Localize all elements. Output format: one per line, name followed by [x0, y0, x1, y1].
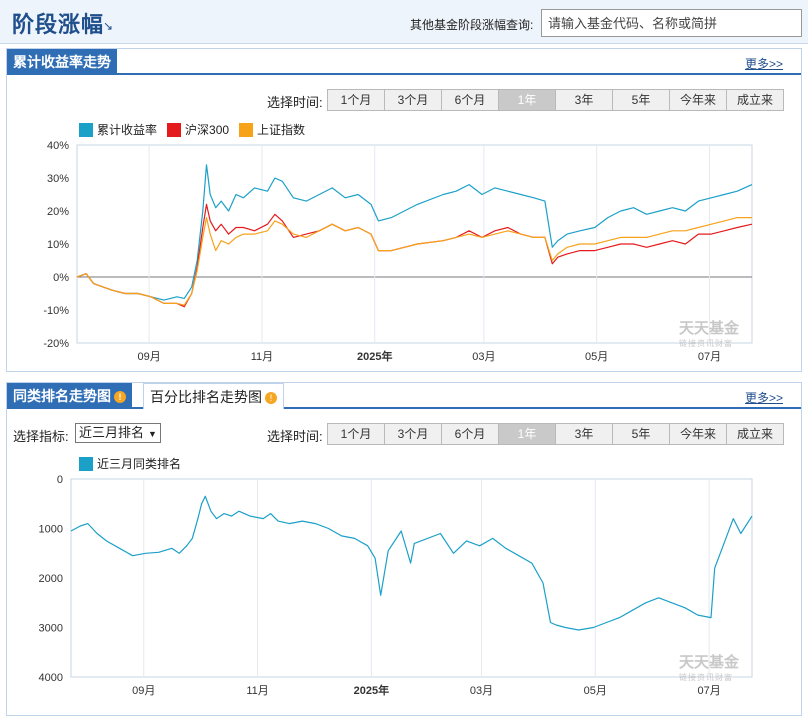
series-line-0[interactable] — [70, 495, 753, 631]
range-since-inception[interactable]: 成立来 — [727, 424, 783, 444]
x-tick-label: 09月 — [132, 685, 155, 697]
range-3m[interactable]: 3个月 — [385, 90, 442, 110]
legend-swatch — [167, 122, 182, 137]
range-ytd[interactable]: 今年来 — [670, 90, 727, 110]
legend-label: 上证指数 — [257, 123, 306, 137]
more-link[interactable]: 更多>> — [744, 57, 783, 71]
watermark-logo: 天天基金 链接资讯财富 — [679, 654, 740, 682]
range-6m[interactable]: 6个月 — [442, 90, 499, 110]
indicator-select[interactable]: 近三月排名 ▼ — [75, 423, 161, 443]
y-tick-label: 0 — [57, 474, 63, 486]
tab-percent-rank[interactable]: 百分比排名走势图! — [143, 383, 284, 409]
return-trend-panel: 累计收益率走势 更多>> 选择时间: 1个月 3个月 6个月 1年 3年 5年 … — [6, 48, 802, 372]
return-trend-chart[interactable]: 40% 30% 20% 10% 0% -10% -20% 09月 11月 2025年 03月 05月 0… — [7, 133, 801, 371]
info-icon[interactable]: ! — [114, 391, 126, 403]
time-range-selector: 1个月 3个月 6个月 1年 3年 5年 今年来 成立来 — [327, 423, 784, 445]
range-5y[interactable]: 5年 — [613, 90, 670, 110]
x-tick-label: 07月 — [697, 685, 720, 697]
x-tick-label: 11月 — [251, 351, 273, 363]
range-5y[interactable]: 5年 — [613, 424, 670, 444]
range-ytd[interactable]: 今年来 — [670, 424, 727, 444]
x-tick-label: 05月 — [584, 685, 607, 697]
range-1y[interactable]: 1年 — [499, 90, 556, 110]
y-tick-label: 10% — [47, 239, 69, 251]
y-tick-label: -10% — [43, 305, 69, 317]
plot-area — [76, 144, 753, 344]
page-title: 阶段涨幅 — [12, 13, 105, 38]
legend-item[interactable]: 累计收益率 — [79, 121, 157, 138]
rank-trend-chart[interactable]: 0 1000 2000 3000 4000 09月 11月 2025年 03月 05月 07月 — [7, 471, 801, 711]
y-tick-label: 1000 — [39, 524, 63, 536]
panel-header: 同类排名走势图! 百分比排名走势图! 更多>> — [7, 383, 801, 409]
range-3y[interactable]: 3年 — [556, 90, 613, 110]
y-tick-label: 0% — [53, 272, 69, 284]
range-1m[interactable]: 1个月 — [328, 424, 385, 444]
more-link[interactable]: 更多>> — [744, 391, 783, 405]
rank-trend-panel: 同类排名走势图! 百分比排名走势图! 更多>> 选择指标: 近三月排名 ▼ 选择时… — [6, 382, 802, 716]
legend-swatch — [79, 456, 93, 471]
x-tick-label: 2025年 — [357, 349, 392, 363]
panel-header: 累计收益率走势 更多>> — [7, 49, 801, 75]
legend-swatch — [239, 122, 254, 137]
query-label: 其他基金阶段涨幅查询: — [410, 18, 534, 32]
range-3y[interactable]: 3年 — [556, 424, 613, 444]
y-tick-label: 30% — [47, 173, 69, 185]
x-tick-label: 03月 — [472, 351, 495, 363]
series-line-2[interactable] — [76, 217, 752, 306]
time-label: 选择时间: — [267, 95, 323, 110]
legend-label: 沪深300 — [185, 123, 230, 137]
x-tick-label: 07月 — [698, 351, 721, 363]
y-tick-label: 20% — [47, 206, 69, 218]
x-tick-label: 05月 — [585, 351, 608, 363]
range-1m[interactable]: 1个月 — [328, 90, 385, 110]
y-tick-label: 40% — [47, 140, 69, 152]
legend-label: 近三月同类排名 — [97, 457, 182, 471]
legend-item[interactable]: 上证指数 — [239, 121, 305, 138]
page-header: 阶段涨幅 ↘ 其他基金阶段涨幅查询: — [0, 0, 808, 44]
title-arrow-icon[interactable]: ↘ — [103, 19, 114, 33]
chart1-legend: 累计收益率 沪深300 上证指数 — [79, 121, 315, 138]
y-tick-label: 4000 — [39, 672, 63, 684]
info-icon[interactable]: ! — [265, 392, 277, 404]
fund-search-input[interactable] — [541, 9, 802, 37]
indicator-label: 选择指标: — [13, 429, 69, 444]
y-tick-label: 2000 — [39, 573, 63, 585]
tab-return-trend[interactable]: 累计收益率走势 — [7, 49, 117, 75]
time-range-selector: 1个月 3个月 6个月 1年 3年 5年 今年来 成立来 — [327, 89, 784, 111]
time-label: 选择时间: — [267, 429, 323, 444]
series-line-0[interactable] — [76, 164, 753, 301]
range-1y[interactable]: 1年 — [499, 424, 556, 444]
x-tick-label: 11月 — [246, 685, 268, 697]
chevron-down-icon: ▼ — [148, 429, 157, 439]
range-since-inception[interactable]: 成立来 — [727, 90, 783, 110]
range-3m[interactable]: 3个月 — [385, 424, 442, 444]
legend-item[interactable]: 沪深300 — [167, 121, 229, 138]
legend-label: 累计收益率 — [97, 123, 158, 137]
watermark-logo: 天天基金 链接资讯财富 — [679, 320, 740, 348]
x-tick-label: 2025年 — [354, 683, 389, 697]
legend-item[interactable]: 近三月同类排名 — [79, 455, 181, 472]
legend-swatch — [79, 122, 93, 137]
tab-rank-trend[interactable]: 同类排名走势图! — [7, 383, 132, 409]
chart2-legend: 近三月同类排名 — [79, 455, 191, 472]
x-tick-label: 09月 — [137, 351, 160, 363]
y-tick-label: -20% — [43, 338, 69, 350]
x-tick-label: 03月 — [470, 685, 493, 697]
plot-area — [70, 478, 753, 678]
y-tick-label: 3000 — [39, 623, 63, 635]
range-6m[interactable]: 6个月 — [442, 424, 499, 444]
